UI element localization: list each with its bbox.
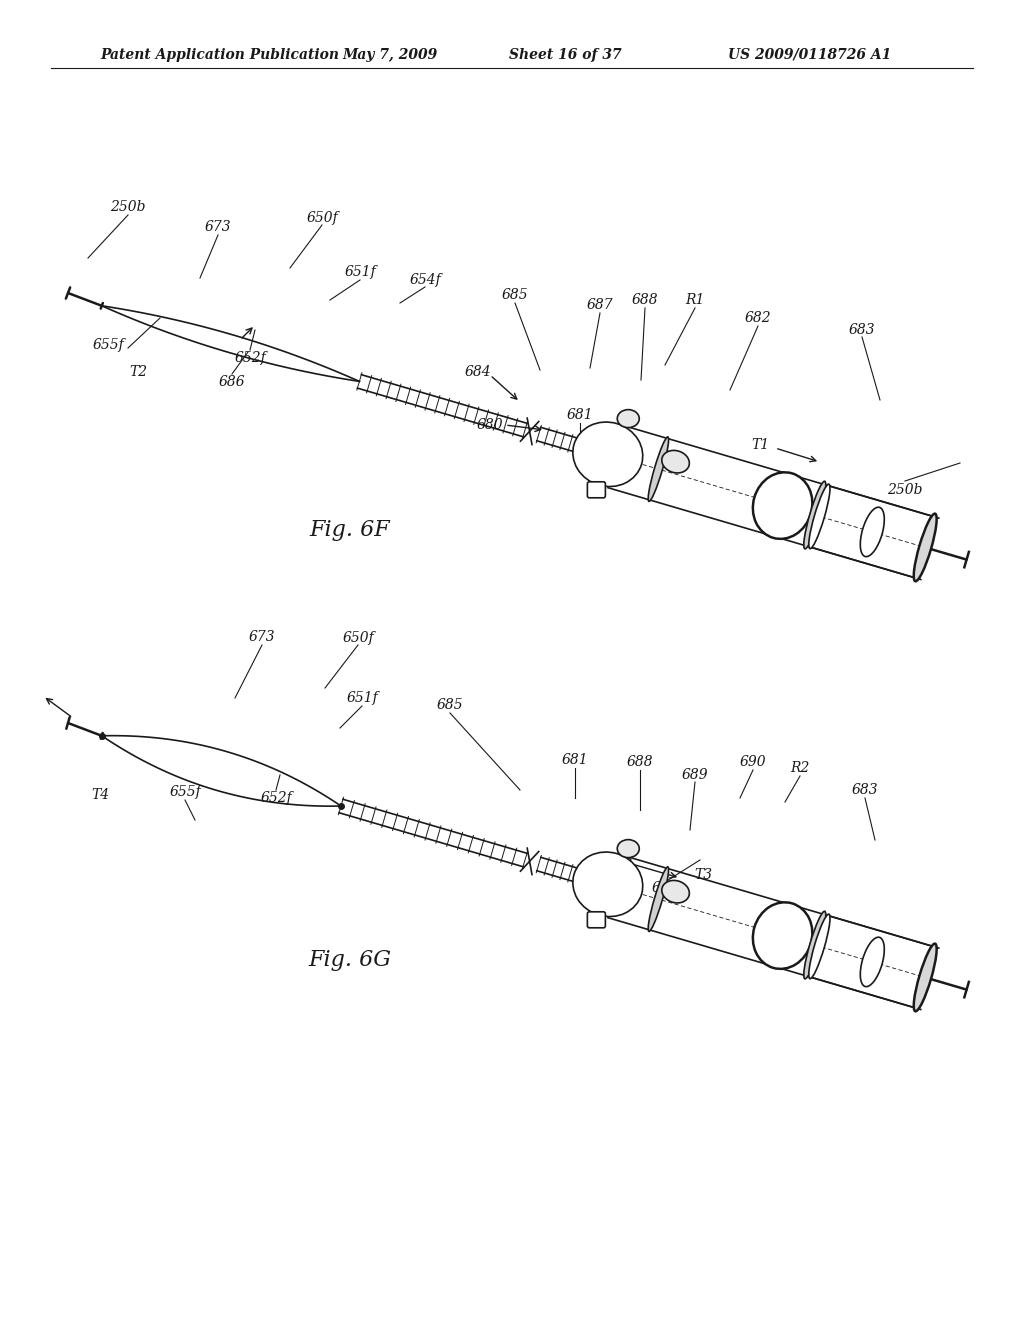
Text: Fig. 6G: Fig. 6G (308, 949, 391, 972)
Text: 652f: 652f (234, 351, 266, 366)
Text: 651f: 651f (346, 690, 378, 705)
Text: 673: 673 (205, 220, 231, 234)
Text: May 7, 2009: May 7, 2009 (342, 48, 437, 62)
Ellipse shape (913, 944, 937, 1011)
Text: 688: 688 (632, 293, 658, 308)
Text: 680: 680 (477, 418, 504, 432)
Text: T2: T2 (129, 366, 147, 379)
Text: Fig. 6F: Fig. 6F (309, 519, 390, 541)
Text: 685: 685 (502, 288, 528, 302)
Ellipse shape (809, 484, 830, 549)
Text: 655f: 655f (92, 338, 124, 352)
Text: 687: 687 (587, 298, 613, 312)
Ellipse shape (648, 867, 669, 932)
Ellipse shape (804, 482, 825, 549)
Text: 686: 686 (219, 375, 246, 389)
Text: 681: 681 (562, 752, 589, 767)
Text: 650f: 650f (306, 211, 338, 224)
Ellipse shape (648, 437, 669, 502)
Ellipse shape (753, 903, 812, 969)
Ellipse shape (913, 513, 937, 581)
Text: Patent Application Publication: Patent Application Publication (100, 48, 339, 62)
Text: 682: 682 (651, 880, 678, 895)
Text: T1: T1 (751, 438, 769, 451)
Text: 683: 683 (852, 783, 879, 797)
FancyBboxPatch shape (588, 482, 605, 498)
Ellipse shape (662, 880, 689, 903)
Ellipse shape (753, 473, 812, 539)
Ellipse shape (860, 507, 885, 557)
Text: 682: 682 (744, 312, 771, 325)
Text: 690: 690 (739, 755, 766, 770)
Text: 250b: 250b (111, 201, 145, 214)
Ellipse shape (617, 840, 639, 858)
Text: 651f: 651f (344, 265, 376, 279)
Text: 673: 673 (249, 630, 275, 644)
Text: 683: 683 (849, 323, 876, 337)
Text: T4: T4 (91, 788, 110, 803)
Text: 688: 688 (627, 755, 653, 770)
Text: 684: 684 (465, 366, 492, 379)
Text: 650f: 650f (342, 631, 374, 645)
Text: R3: R3 (613, 858, 633, 873)
Text: US 2009/0118726 A1: US 2009/0118726 A1 (728, 48, 892, 62)
Text: R2: R2 (791, 762, 810, 775)
Ellipse shape (617, 409, 639, 428)
Ellipse shape (572, 422, 643, 487)
Text: Sheet 16 of 37: Sheet 16 of 37 (509, 48, 622, 62)
Ellipse shape (809, 915, 830, 978)
Ellipse shape (662, 450, 689, 473)
Text: 250b: 250b (887, 483, 923, 498)
Text: 652f: 652f (260, 791, 292, 805)
Ellipse shape (804, 911, 825, 979)
Text: R1: R1 (685, 293, 705, 308)
Text: 689: 689 (682, 768, 709, 781)
FancyBboxPatch shape (588, 912, 605, 928)
Text: T3: T3 (694, 869, 712, 882)
Text: 655f: 655f (169, 785, 201, 799)
Ellipse shape (860, 937, 885, 986)
Text: 681: 681 (566, 408, 593, 422)
Text: 685: 685 (436, 698, 463, 711)
Text: 654f: 654f (410, 273, 441, 286)
Ellipse shape (572, 851, 643, 916)
